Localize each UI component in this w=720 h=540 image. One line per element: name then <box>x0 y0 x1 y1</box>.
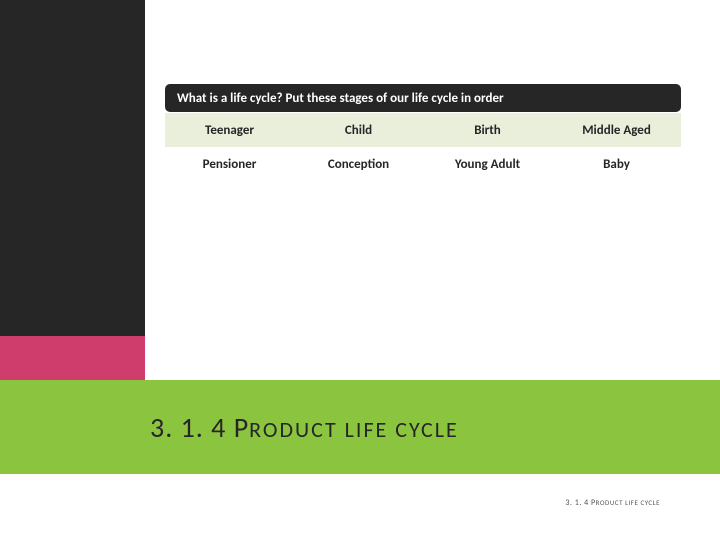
footer-prefix: 3. 1. 4 P <box>565 498 595 508</box>
slide-title: 3. 1. 4 PRODUCT LIFE CYCLE <box>150 410 459 445</box>
table-cell: Conception <box>294 147 423 181</box>
title-suffix: RODUCT LIFE CYCLE <box>249 416 459 443</box>
table-cell: Teenager <box>165 113 294 147</box>
footer-text: 3. 1. 4 PRODUCT LIFE CYCLE <box>565 498 660 508</box>
life-cycle-table: Teenager Child Birth Middle Aged Pension… <box>165 113 681 181</box>
title-prefix: 3. 1. 4 P <box>150 410 249 445</box>
table-cell: Child <box>294 113 423 147</box>
footer-suffix: RODUCT LIFE CYCLE <box>596 498 660 507</box>
table-cell: Birth <box>423 113 552 147</box>
table-cell: Baby <box>552 147 681 181</box>
table-cell: Pensioner <box>165 147 294 181</box>
table-row: Teenager Child Birth Middle Aged <box>165 113 681 147</box>
table-cell: Young Adult <box>423 147 552 181</box>
title-bar: 3. 1. 4 PRODUCT LIFE CYCLE <box>0 380 720 474</box>
accent-pink-block <box>0 336 145 380</box>
left-sidebar-dark <box>0 0 145 380</box>
question-header: What is a life cycle? Put these stages o… <box>165 84 681 112</box>
question-text: What is a life cycle? Put these stages o… <box>177 91 504 106</box>
table-cell: Middle Aged <box>552 113 681 147</box>
table-row: Pensioner Conception Young Adult Baby <box>165 147 681 181</box>
